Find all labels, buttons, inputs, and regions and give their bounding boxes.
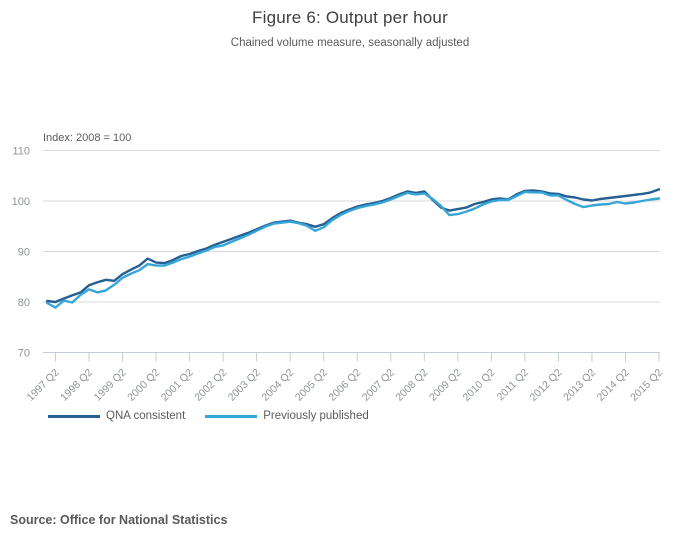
x-axis-tick-label: 2012 Q2 [528, 367, 565, 404]
x-axis-tick-label: 2004 Q2 [259, 367, 296, 404]
y-axis-tick-label: 90 [18, 247, 30, 259]
y-axis-tick-label: 80 [18, 297, 30, 309]
x-axis-tick-label: 2007 Q2 [360, 367, 397, 404]
x-axis-tick-label: 1997 Q2 [25, 367, 62, 404]
y-axis-tick-label: 100 [12, 196, 30, 208]
legend-label-previously-published: Previously published [263, 410, 369, 422]
x-axis-tick-label: 2001 Q2 [159, 367, 196, 404]
x-axis-tick-label: 1998 Q2 [58, 367, 95, 404]
x-axis-tick-label: 2013 Q2 [561, 367, 598, 404]
chart-subtitle: Chained volume measure, seasonally adjus… [230, 37, 470, 49]
source-attribution: Source: Office for National Statistics [10, 513, 228, 527]
y-axis-unit-note: Index: 2008 = 100 [43, 132, 132, 144]
x-axis-tick-label: 2015 Q2 [628, 367, 665, 404]
legend-swatch-previously-published [205, 414, 258, 418]
x-axis-tick-label: 2014 Q2 [595, 367, 632, 404]
x-axis-tick-label: 1999 Q2 [92, 367, 129, 404]
y-axis-tick-label: 70 [18, 348, 30, 360]
x-axis-tick-label: 2003 Q2 [226, 367, 263, 404]
x-axis-tick-label: 2005 Q2 [293, 367, 330, 404]
legend-swatch-qna-consistent [48, 414, 100, 418]
y-axis-tick-label: 110 [12, 146, 30, 158]
series-line-previously-published [45, 190, 661, 309]
x-axis-tick-label: 2002 Q2 [192, 367, 229, 404]
legend-label-qna-consistent: QNA consistent [106, 410, 186, 422]
legend-item-qna-consistent: QNA consistent [48, 410, 185, 422]
chart-title: Figure 6: Output per hour [252, 8, 448, 27]
x-axis-tick-label: 2009 Q2 [427, 367, 464, 404]
legend-item-previously-published: Previously published [205, 410, 369, 422]
chart-legend: QNA consistent Previously published [48, 410, 389, 422]
x-axis-tick-label: 2006 Q2 [326, 367, 363, 404]
x-axis-tick-label: 2011 Q2 [495, 367, 532, 404]
series-line-qna-consistent [45, 188, 661, 304]
x-axis-tick-label: 2008 Q2 [393, 367, 430, 404]
x-axis-tick-label: 2000 Q2 [125, 367, 162, 404]
x-axis-tick-label: 2010 Q2 [461, 367, 498, 404]
